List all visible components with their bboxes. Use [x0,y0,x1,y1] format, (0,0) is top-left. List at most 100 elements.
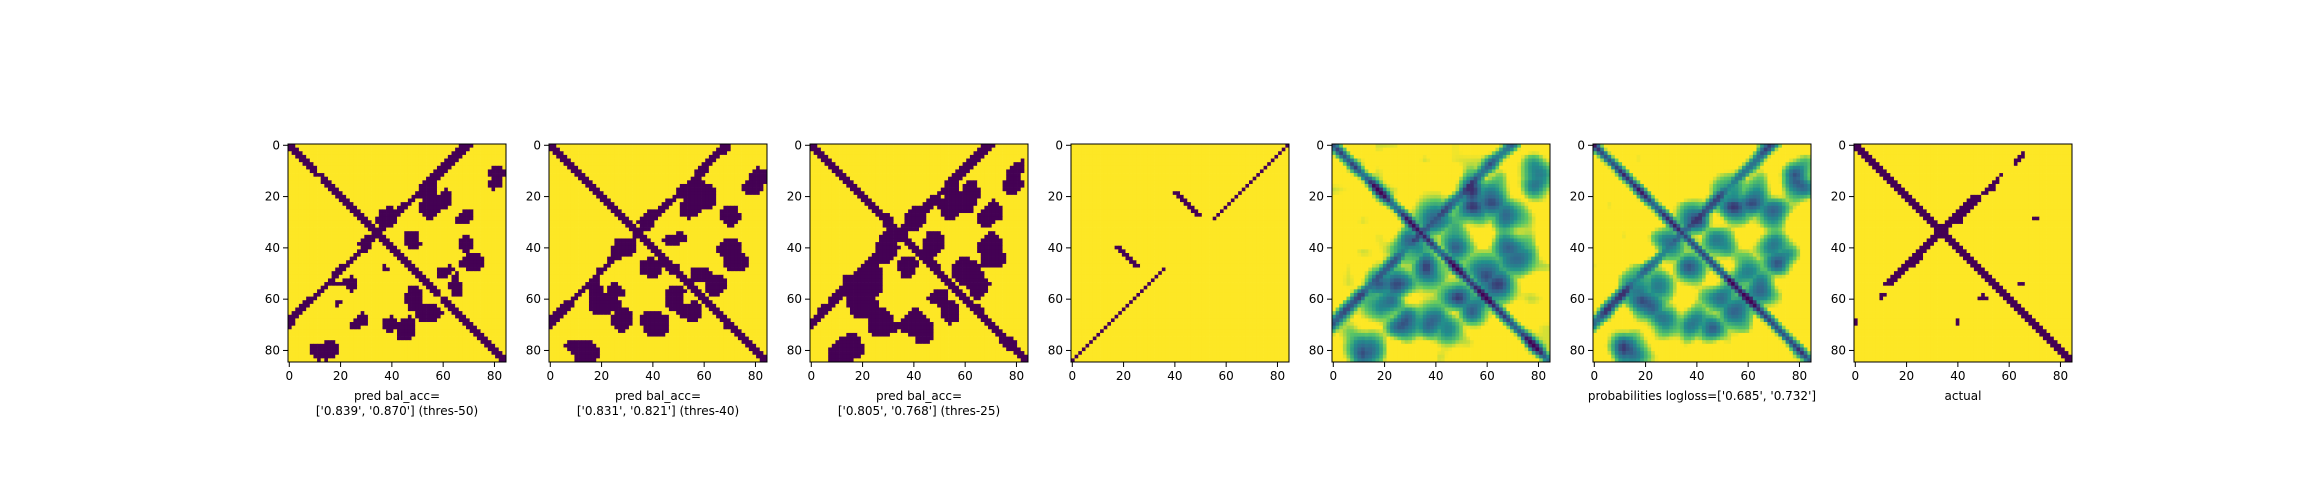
heatmap-cell [353,304,357,308]
heatmap-cell [499,199,503,203]
heatmap-cell [444,249,448,253]
heatmap-cell [339,289,343,293]
heatmap-cell [393,286,397,290]
heatmap-cell [408,162,412,166]
heatmap-cell [350,275,354,279]
heatmap-cell [415,173,419,177]
heatmap-cell [339,188,343,192]
heatmap-cell [306,337,310,341]
heatmap-cell [357,329,361,333]
heatmap-cell [313,308,317,312]
heatmap-cell [303,311,307,315]
heatmap-cell [295,195,299,199]
heatmap-cell [357,202,361,206]
heatmap-cell [357,169,361,173]
heatmap-cell [335,340,339,344]
heatmap-cell [422,173,426,177]
heatmap-cell [379,308,383,312]
heatmap-cell [462,275,466,279]
heatmap-cell [477,159,481,163]
heatmap-cell [473,148,477,152]
heatmap-cell [484,249,488,253]
heatmap-cell [452,260,456,264]
heatmap-cell [444,260,448,264]
heatmap-cell [343,275,347,279]
heatmap-cell [343,166,347,170]
heatmap-cell [332,213,336,217]
heatmap-cell [499,195,503,199]
heatmap-cell [473,209,477,213]
heatmap-cell [499,257,503,261]
heatmap-cell [368,159,372,163]
heatmap-cell [353,191,357,195]
heatmap-cell [324,169,328,173]
heatmap-cell [372,318,376,322]
heatmap-cell [299,199,303,203]
heatmap-cell [448,180,452,184]
heatmap-cell [386,271,390,275]
heatmap-cell [339,217,343,221]
heatmap-cell [357,180,361,184]
heatmap-cell [488,315,492,319]
heatmap-cell [444,191,448,195]
heatmap-cell [364,213,368,217]
heatmap-cell [441,318,445,322]
heatmap-cell [303,148,307,152]
heatmap-cell [368,231,372,235]
heatmap-cell [379,199,383,203]
heatmap-cell [419,315,423,319]
heatmap-cell [455,224,459,228]
heatmap-cell [433,300,437,304]
heatmap-cell [495,213,499,217]
heatmap-cell [470,333,474,337]
heatmap-cell [317,286,321,290]
heatmap-cell [299,322,303,326]
heatmap-cell [477,188,481,192]
heatmap-cell [415,253,419,257]
heatmap-cell [422,180,426,184]
heatmap-cell [292,289,296,293]
heatmap-cell [346,206,350,210]
heatmap-cell [382,180,386,184]
heatmap-cell [353,315,357,319]
heatmap-cell [295,311,299,315]
heatmap-cell [339,209,343,213]
heatmap-cell [441,289,445,293]
heatmap-cell [473,322,477,326]
heatmap-cell [324,257,328,261]
heatmap-cell [473,257,477,261]
heatmap-cell [310,304,314,308]
heatmap-cell [292,278,296,282]
heatmap-cell [459,231,463,235]
heatmap-cell [339,148,343,152]
heatmap-cell [372,184,376,188]
heatmap-cell [295,329,299,333]
heatmap-cell [401,206,405,210]
heatmap-cell [408,311,412,315]
heatmap-cell [444,333,448,337]
heatmap-cell [491,271,495,275]
heatmap-cell [368,151,372,155]
heatmap-cell [426,231,430,235]
heatmap-cell [295,188,299,192]
heatmap-cell [321,180,325,184]
heatmap-cell [459,235,463,239]
heatmap-cell [335,289,339,293]
heatmap-cell [321,213,325,217]
heatmap-cell [491,228,495,232]
heatmap-cell [379,173,383,177]
heatmap-cell [419,220,423,224]
heatmap-cell [466,289,470,293]
heatmap-cell [393,238,397,242]
heatmap-cell [288,209,292,213]
heatmap-cell [437,155,441,159]
heatmap-cell [393,231,397,235]
heatmap-cell [448,177,452,181]
heatmap-cell [466,169,470,173]
heatmap-cell [422,275,426,279]
heatmap-cell [343,246,347,250]
heatmap-cell [397,260,401,264]
heatmap-cell [324,217,328,221]
heatmap-cell [375,228,379,232]
heatmap-cell [462,315,466,319]
